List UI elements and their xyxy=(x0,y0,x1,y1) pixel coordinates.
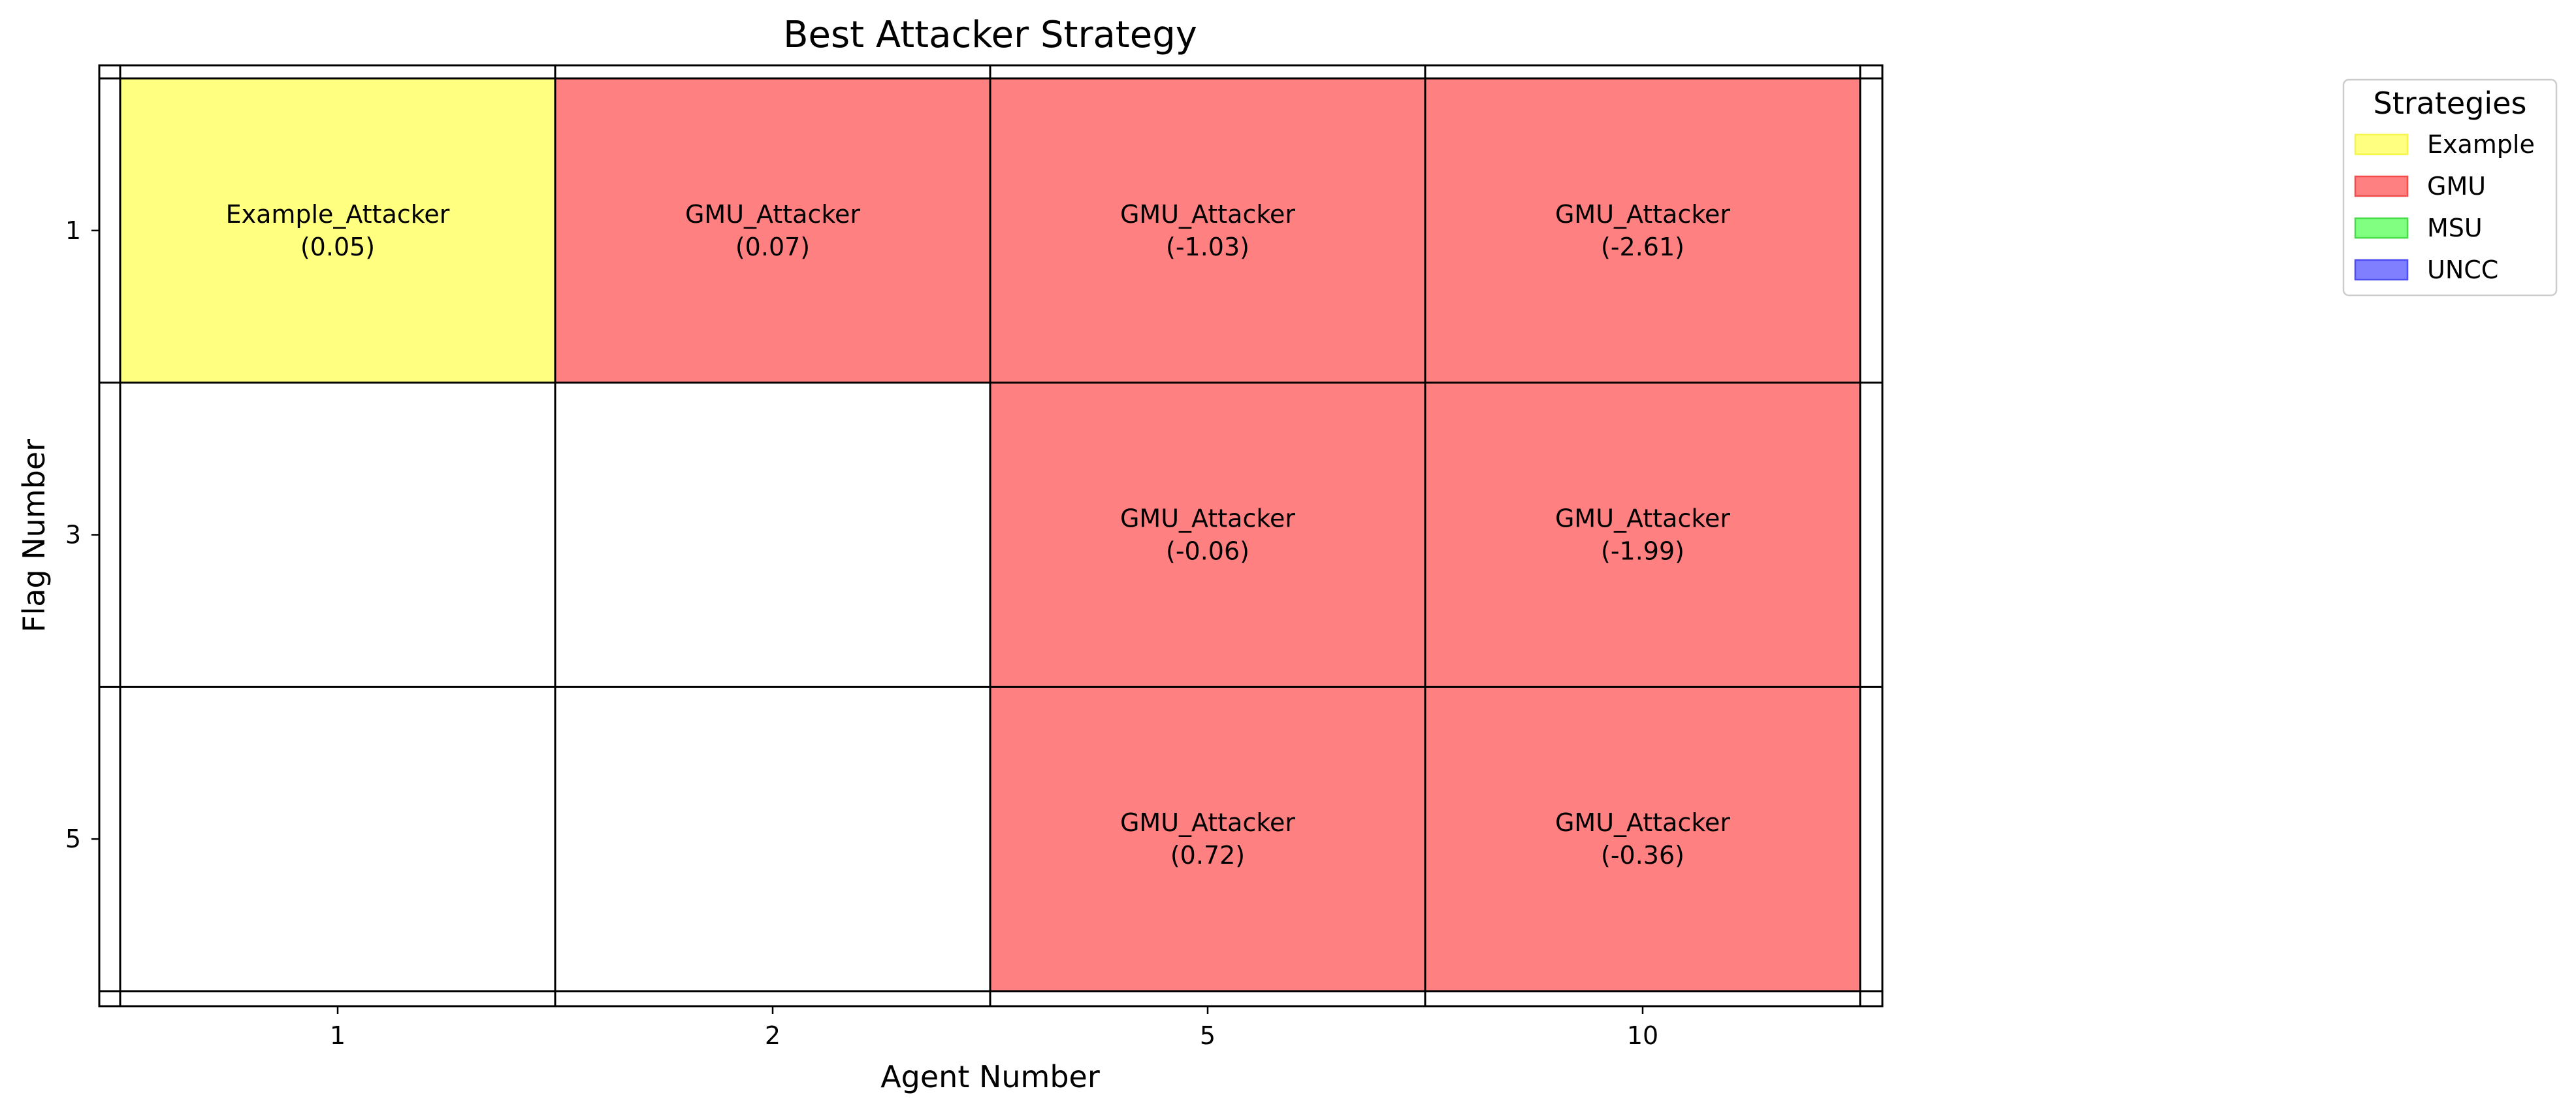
cell-value-label: (-0.36) xyxy=(1601,841,1684,870)
cell-value-label: (-1.99) xyxy=(1601,537,1684,566)
legend-title: Strategies xyxy=(2374,86,2527,121)
y-axis-label: Flag Number xyxy=(16,439,52,632)
cell-value-label: (-0.06) xyxy=(1166,537,1249,566)
cell-strategy-label: GMU_Attacker xyxy=(1555,200,1730,229)
heatmap-cell xyxy=(1425,687,1860,991)
y-tick-label: 5 xyxy=(65,825,81,853)
cell-strategy-label: GMU_Attacker xyxy=(1120,200,1295,229)
heatmap-cell xyxy=(1425,383,1860,687)
cell-value-label: (-2.61) xyxy=(1601,233,1684,261)
legend-label-gmu: GMU xyxy=(2427,172,2486,201)
cell-strategy-label: GMU_Attacker xyxy=(1555,808,1730,837)
cell-value-label: (-1.03) xyxy=(1166,233,1249,261)
empty-cell xyxy=(555,383,990,687)
x-tick-label: 1 xyxy=(330,1021,346,1050)
legend-swatch-gmu xyxy=(2355,176,2407,196)
cell-value-label: (0.05) xyxy=(300,233,375,261)
legend-swatch-example xyxy=(2355,135,2407,154)
x-tick-label: 5 xyxy=(1200,1021,1216,1050)
empty-cell xyxy=(555,687,990,991)
cell-value-label: (0.07) xyxy=(735,233,810,261)
cell-strategy-label: Example_Attacker xyxy=(226,200,450,229)
heatmap-cell xyxy=(555,78,990,383)
cell-strategy-label: GMU_Attacker xyxy=(1120,808,1295,837)
heatmap-cell xyxy=(990,687,1425,991)
y-tick-label: 1 xyxy=(65,216,81,245)
cell-strategy-label: GMU_Attacker xyxy=(1120,504,1295,533)
empty-cell xyxy=(120,687,555,991)
y-tick-label: 3 xyxy=(65,521,81,549)
legend-swatch-uncc xyxy=(2355,260,2407,280)
legend-label-msu: MSU xyxy=(2427,214,2483,242)
x-tick-label: 2 xyxy=(765,1021,781,1050)
heatmap-cell xyxy=(990,78,1425,383)
cell-value-label: (0.72) xyxy=(1170,841,1245,870)
plot-area: Example_Attacker (0.05) GMU_Attacker (0.07)… xyxy=(65,65,1882,1050)
x-tick-label: 10 xyxy=(1627,1021,1658,1050)
x-axis-label: Agent Number xyxy=(880,1059,1100,1094)
heatmap-cell xyxy=(1425,78,1860,383)
chart-title: Best Attacker Strategy xyxy=(783,14,1197,56)
legend: Strategies Example GMU MSU UNCC xyxy=(2343,80,2556,295)
legend-label-example: Example xyxy=(2427,130,2535,159)
cell-strategy-label: GMU_Attacker xyxy=(1555,504,1730,533)
cell-strategy-label: GMU_Attacker xyxy=(685,200,860,229)
heatmap-cell xyxy=(120,78,555,383)
legend-swatch-msu xyxy=(2355,218,2407,238)
empty-cell xyxy=(120,383,555,687)
legend-label-uncc: UNCC xyxy=(2427,255,2498,284)
heatmap-cell xyxy=(990,383,1425,687)
